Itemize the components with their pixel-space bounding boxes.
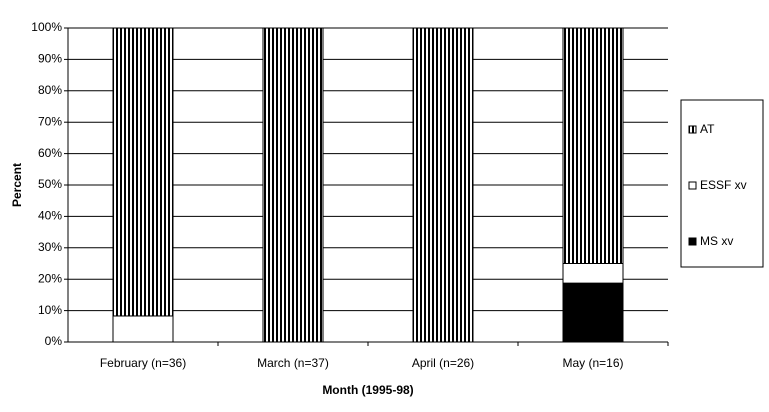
bar-segment [262,27,324,343]
y-tick-label: 40% [38,209,62,223]
y-tick-label: 0% [45,334,63,348]
legend-label: ESSF xv [700,178,747,192]
bar-segment [562,27,624,264]
x-tick-label: March (n=37) [257,356,329,370]
y-tick-label: 30% [38,240,62,254]
y-tick-label: 70% [38,114,62,128]
y-tick-label: 90% [38,52,62,66]
legend-swatch [688,237,697,246]
legend-swatch [688,125,697,134]
x-axis-label: Month (1995-98) [322,383,413,397]
bar-segment [112,27,174,317]
bar-segment [562,282,624,343]
y-axis-label: Percent [10,163,24,207]
x-tick-label: April (n=26) [412,356,474,370]
bar-segment [412,27,474,343]
y-tick-label: 20% [38,271,62,285]
legend-swatch [688,181,697,190]
y-tick-label: 50% [38,177,62,191]
y-tick-label: 80% [38,83,62,97]
y-tick-label: 10% [38,303,62,317]
y-tick-label: 60% [38,146,62,160]
legend-label: MS xv [700,234,733,248]
x-tick-label: May (n=16) [562,356,623,370]
y-tick-label: 100% [31,20,62,34]
bar-segment [112,315,174,343]
bar-segment [562,263,624,284]
x-tick-label: February (n=36) [100,356,186,370]
legend-label: AT [700,122,715,136]
